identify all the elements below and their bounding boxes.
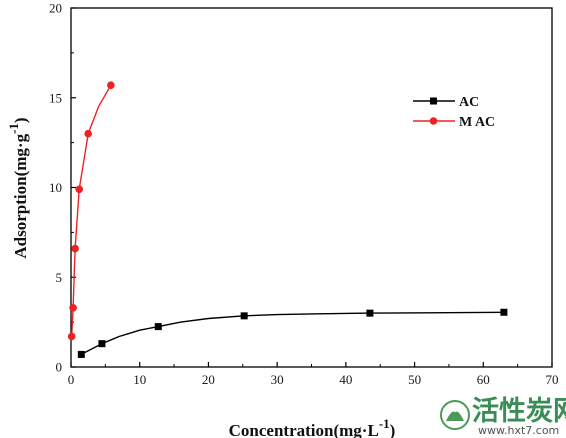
x-tick-label: 30 (271, 372, 284, 387)
y-tick-label: 0 (56, 360, 63, 375)
data-point-ac (154, 323, 162, 331)
legend-label-ac: AC (459, 95, 479, 110)
data-point-ac (98, 340, 106, 348)
data-point-mac (67, 332, 76, 341)
legend-marker-ac (430, 97, 437, 105)
y-tick-label: 15 (49, 90, 62, 105)
legend-label-mac: M AC (459, 115, 495, 130)
data-point-mac (84, 129, 92, 138)
x-tick-label: 20 (202, 372, 215, 387)
watermark-logo-icon (440, 400, 470, 430)
data-point-mac (107, 81, 115, 89)
data-point-mac (69, 303, 77, 312)
legend-marker-mac (429, 117, 438, 125)
legend: AC M AC (413, 95, 495, 130)
x-tick-label: 50 (408, 372, 421, 387)
data-point-mac (71, 244, 79, 253)
y-tick-label: 10 (49, 180, 62, 195)
data-point-mac (75, 185, 84, 194)
data-point-ac (366, 309, 374, 317)
y-tick-label: 5 (56, 270, 63, 285)
data-point-ac (500, 308, 508, 316)
x-tick-label: 60 (477, 372, 490, 387)
data-point-ac (240, 312, 248, 320)
watermark: 活性炭网 www.hxt7.com (440, 396, 566, 437)
x-axis-title: Concentration(mg·L-1) (229, 416, 396, 438)
x-tick-label: 0 (68, 372, 75, 387)
x-tick-label: 10 (133, 372, 146, 387)
series-line-mac (71, 84, 112, 337)
watermark-url: www.hxt7.com (478, 424, 559, 437)
series-group (67, 81, 508, 358)
watermark-title: 活性炭网 (472, 396, 566, 427)
series-line-ac (80, 311, 504, 356)
y-axis-title: Adsorption(mg·g-1) (6, 117, 30, 258)
x-tick-label: 70 (546, 372, 559, 387)
data-point-ac (77, 350, 85, 358)
tick-labels: 0 10 20 30 40 50 60 70 0 5 10 15 20 (49, 1, 559, 388)
y-tick-label: 20 (49, 1, 62, 16)
x-tick-label: 40 (339, 372, 352, 387)
